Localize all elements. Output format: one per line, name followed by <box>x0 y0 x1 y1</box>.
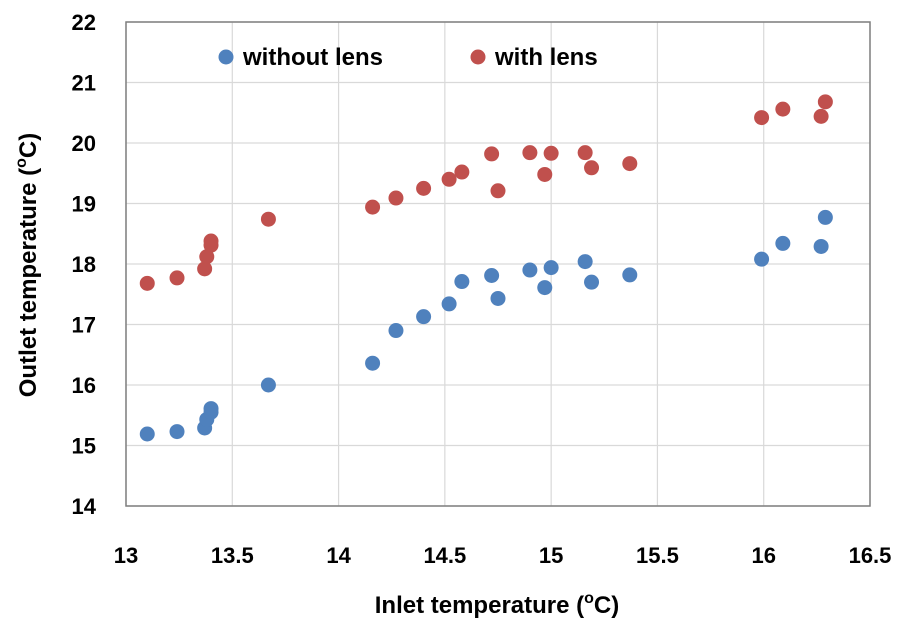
legend: without lens with lens <box>218 44 598 71</box>
data-point-s0-7 <box>365 355 381 371</box>
data-point-s1-18 <box>584 160 600 176</box>
data-point-s0-19 <box>622 267 638 283</box>
x-tick-label-0: 13 <box>114 543 138 568</box>
y-tick-label-5: 19 <box>72 192 96 217</box>
series-0 <box>139 209 833 442</box>
data-point-s1-21 <box>775 101 791 117</box>
x-axis-label-end: C) <box>594 592 619 619</box>
data-point-s0-18 <box>584 274 600 290</box>
data-point-s0-13 <box>490 290 506 306</box>
data-point-s1-22 <box>813 108 829 124</box>
x-tick-label-3: 14.5 <box>423 543 466 568</box>
data-point-s0-6 <box>260 377 276 393</box>
x-axis-label: Inlet temperature (oC) <box>375 590 620 619</box>
y-axis-label: Outlet temperature (oC) <box>13 133 42 397</box>
data-point-s0-8 <box>388 323 404 339</box>
y-tick-label-4: 18 <box>72 252 96 277</box>
y-tick-label-0: 14 <box>72 494 97 519</box>
data-point-s0-23 <box>817 209 833 225</box>
data-point-s0-15 <box>537 280 553 296</box>
data-point-s1-16 <box>543 145 559 161</box>
data-point-s0-10 <box>441 296 457 312</box>
data-point-s0-16 <box>543 260 559 276</box>
data-point-s0-12 <box>484 267 500 283</box>
y-tick-label-7: 21 <box>72 71 96 96</box>
data-point-s0-17 <box>577 254 593 270</box>
y-tick-label-6: 20 <box>72 131 96 156</box>
x-tick-labels: 13 13.5 14 14.5 15 15.5 16 16.5 <box>114 543 892 568</box>
data-point-s1-5 <box>203 233 219 249</box>
y-tick-label-8: 22 <box>72 10 96 35</box>
data-point-s1-10 <box>441 171 457 187</box>
y-axis-label-superscript: o <box>13 158 30 168</box>
data-point-s0-22 <box>813 238 829 254</box>
x-axis-label-text: Inlet temperature ( <box>375 592 584 619</box>
x-tick-label-1: 13.5 <box>211 543 254 568</box>
data-point-s1-19 <box>622 156 638 172</box>
data-point-s1-12 <box>484 146 500 162</box>
legend-label-1: with lens <box>494 44 598 71</box>
data-point-s1-17 <box>577 145 593 161</box>
data-point-s0-14 <box>522 262 538 278</box>
data-point-s0-21 <box>775 235 791 251</box>
x-tick-label-2: 14 <box>326 543 351 568</box>
data-point-s1-8 <box>388 190 404 206</box>
data-point-s0-5 <box>203 401 219 417</box>
data-point-s1-1 <box>169 270 185 286</box>
x-tick-label-4: 15 <box>539 543 563 568</box>
legend-marker-1 <box>470 49 486 65</box>
x-tick-label-5: 15.5 <box>636 543 679 568</box>
data-point-s0-20 <box>754 251 770 267</box>
data-point-s0-11 <box>454 274 470 290</box>
data-point-s0-1 <box>169 424 185 440</box>
data-points <box>139 94 833 442</box>
data-point-s0-9 <box>416 309 432 325</box>
data-point-s1-23 <box>817 94 833 110</box>
data-point-s1-6 <box>260 211 276 227</box>
data-point-s1-11 <box>454 164 470 180</box>
y-tick-label-2: 16 <box>72 373 96 398</box>
data-point-s1-20 <box>754 110 770 126</box>
y-tick-labels: 14 15 16 17 18 19 20 21 22 <box>72 10 97 519</box>
data-point-s1-0 <box>139 275 155 291</box>
y-axis-label-text: Outlet temperature ( <box>15 168 42 397</box>
data-point-s1-3 <box>199 249 215 265</box>
data-point-s1-9 <box>416 180 432 196</box>
data-point-s1-7 <box>365 199 381 215</box>
data-point-s1-13 <box>490 183 506 199</box>
y-tick-label-3: 17 <box>72 313 96 338</box>
x-tick-label-7: 16.5 <box>849 543 892 568</box>
legend-marker-0 <box>218 49 234 65</box>
x-axis-label-superscript: o <box>584 590 594 607</box>
data-point-s1-2 <box>197 261 213 277</box>
data-point-s0-0 <box>139 426 155 442</box>
y-axis-label-end: C) <box>15 133 42 158</box>
data-point-s1-15 <box>537 166 553 182</box>
legend-label-0: without lens <box>242 44 383 71</box>
x-tick-label-6: 16 <box>751 543 775 568</box>
y-tick-label-1: 15 <box>72 434 96 459</box>
plot-area-frame <box>125 21 871 507</box>
data-point-s1-14 <box>522 145 538 161</box>
series-1 <box>139 94 833 291</box>
